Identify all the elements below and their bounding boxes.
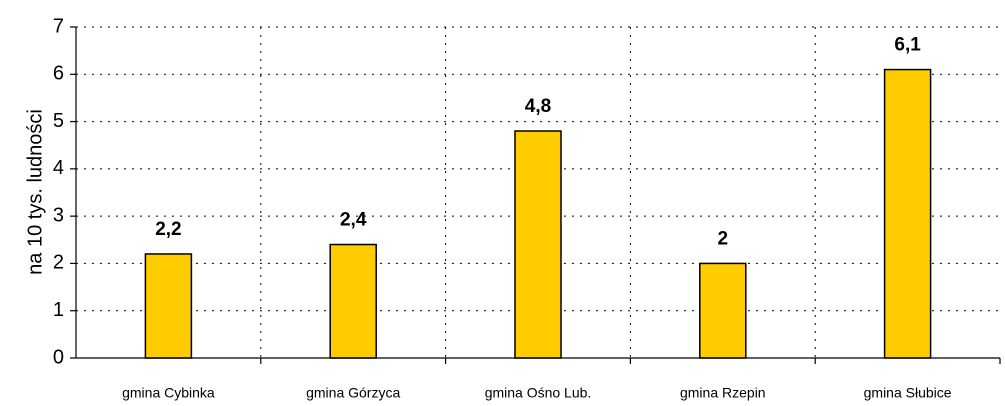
y-tick-label: 6 [53,63,64,85]
bar [514,130,562,359]
y-tick-label: 7 [53,15,64,37]
value-label: 6,1 [894,35,921,56]
y-tick-label: 1 [53,299,64,321]
value-label: 2 [718,228,729,249]
y-tick-label: 4 [53,157,64,179]
x-tick-label: gmina Rzepin [680,385,766,401]
bar [883,68,932,359]
value-label: 4,8 [525,96,551,117]
y-tick-label: 3 [53,204,64,226]
x-tick-label: gmina Górzyca [306,385,400,401]
x-tick-label: gmina Cybinka [122,385,215,401]
y-tick-label: 0 [53,346,64,368]
value-label: 2,4 [340,210,367,231]
y-tick-label: 5 [53,110,64,132]
x-tick-label: gmina Słubice [864,385,952,401]
y-tick-label: 2 [53,252,64,274]
value-label: 2,2 [155,219,181,240]
x-tick-label: gmina Ośno Lub. [485,385,592,401]
bar [329,243,377,359]
bar [699,262,747,359]
y-axis-label: na 10 tys. ludności [24,109,46,275]
bar [144,253,193,359]
